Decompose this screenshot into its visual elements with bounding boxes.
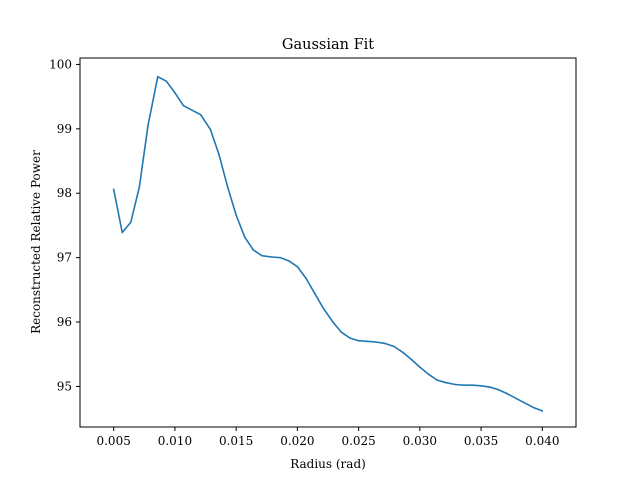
data-point (436, 379, 438, 381)
data-point (463, 384, 465, 386)
data-point (383, 342, 386, 345)
y-tick-label: 100 (49, 57, 72, 71)
data-point (357, 339, 360, 342)
data-point (130, 221, 132, 224)
data-point (305, 277, 307, 280)
data-point (488, 386, 491, 388)
x-tick-label: 0.025 (341, 434, 375, 448)
x-tick-label: 0.010 (158, 434, 192, 448)
y-tick-label: 98 (57, 186, 72, 200)
y-tick-label: 96 (57, 315, 72, 329)
chart-title: Gaussian Fit (282, 37, 374, 53)
data-point (199, 113, 202, 116)
series-points (112, 75, 544, 412)
data-point (515, 397, 518, 400)
data-point (156, 75, 159, 78)
data-point (270, 256, 273, 258)
data-point (506, 392, 508, 395)
data-point (497, 388, 500, 391)
data-point (138, 185, 141, 188)
data-point (340, 331, 343, 334)
data-point (444, 381, 447, 384)
data-point (427, 373, 430, 375)
data-point (410, 358, 413, 361)
data-point (252, 249, 255, 251)
data-point (174, 91, 176, 94)
data-point (524, 402, 526, 404)
data-point (121, 231, 124, 234)
plot-area (79, 57, 577, 428)
data-point (322, 307, 324, 309)
y-tick-label: 97 (57, 251, 72, 265)
y-tick-label: 95 (57, 379, 72, 393)
data-point (480, 384, 482, 387)
data-point (332, 321, 334, 323)
data-point (532, 406, 535, 409)
data-point (147, 124, 149, 127)
x-tick-label: 0.040 (525, 434, 559, 448)
x-axis-ticks: 0.005 0.010 0.015 0.020 0.025 0.030 0.035 0.040 (96, 427, 560, 448)
data-point (261, 254, 263, 257)
data-point (313, 292, 316, 294)
data-point (279, 256, 282, 259)
data-point (296, 265, 299, 268)
data-point (454, 383, 457, 386)
data-point (165, 80, 168, 82)
data-point (419, 366, 421, 368)
data-point (191, 109, 193, 111)
data-point (243, 236, 246, 238)
data-point (541, 410, 544, 412)
data-point (209, 128, 212, 131)
data-point (182, 104, 185, 107)
data-point (393, 345, 395, 348)
data-point (349, 337, 351, 339)
x-axis-label: Radius (rad) (290, 457, 366, 471)
data-point (288, 260, 290, 262)
data-point (226, 185, 229, 188)
y-tick-label: 99 (57, 122, 72, 136)
data-point (218, 153, 220, 156)
data-point (401, 351, 404, 354)
data-point (471, 384, 474, 386)
y-axis-ticks: 95 96 97 98 99 100 (49, 57, 80, 393)
data-point (374, 341, 377, 343)
x-tick-label: 0.035 (464, 434, 498, 448)
x-tick-label: 0.005 (96, 434, 130, 448)
plot-frame (79, 57, 577, 428)
data-point (112, 188, 115, 191)
y-axis-label: Reconstructed Relative Power (29, 150, 43, 334)
data-point (366, 340, 368, 343)
x-tick-label: 0.015 (219, 434, 253, 448)
series-line (112, 75, 544, 412)
data-point (235, 214, 237, 216)
x-tick-label: 0.020 (280, 434, 314, 448)
x-tick-label: 0.030 (403, 434, 437, 448)
